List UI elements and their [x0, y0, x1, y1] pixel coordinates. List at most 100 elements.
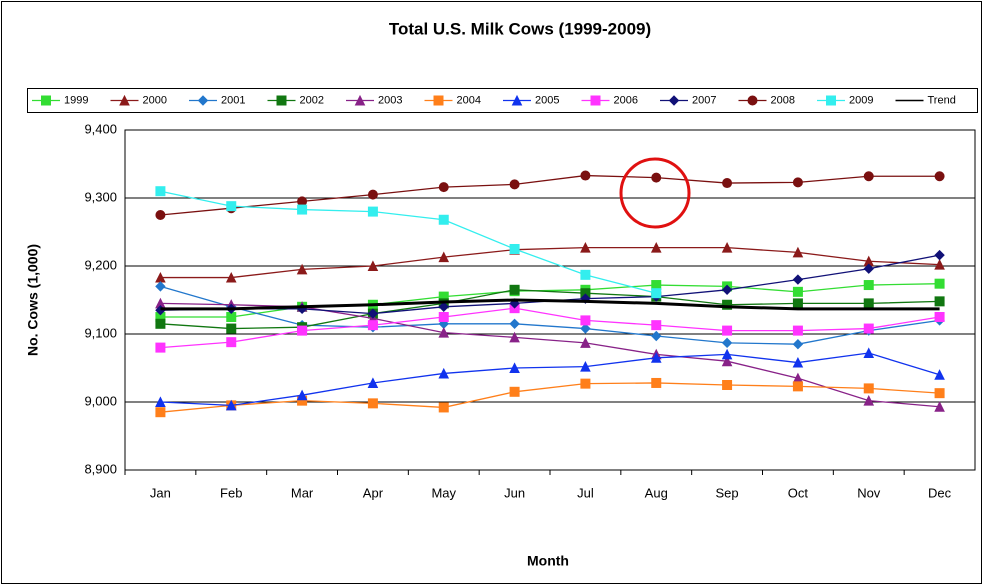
marker	[650, 242, 662, 253]
marker	[668, 95, 680, 106]
legend-label: Trend	[928, 94, 956, 106]
marker	[863, 323, 874, 334]
x-tick-label: Oct	[788, 485, 809, 500]
x-tick-label: Jan	[150, 485, 171, 500]
marker	[367, 320, 378, 331]
series-line	[160, 174, 940, 216]
marker	[934, 401, 945, 412]
marker	[722, 325, 733, 336]
legend-label: 2002	[300, 94, 324, 106]
legend-label: 2005	[535, 94, 559, 106]
marker	[722, 299, 733, 310]
marker	[438, 251, 450, 263]
marker	[367, 206, 378, 217]
legend-label: 2008	[771, 94, 795, 106]
marker	[792, 246, 804, 258]
marker	[354, 94, 366, 106]
x-tick-label: Aug	[645, 485, 668, 500]
y-tick-label: 9,300	[84, 189, 117, 204]
marker	[934, 296, 945, 307]
marker	[438, 367, 450, 379]
marker	[367, 260, 379, 271]
marker	[580, 170, 591, 181]
marker	[863, 171, 874, 182]
marker	[226, 337, 237, 348]
y-tick-label: 9,000	[84, 393, 117, 408]
marker	[722, 178, 733, 189]
marker	[367, 377, 379, 388]
x-tick-label: Mar	[291, 485, 314, 500]
marker	[580, 323, 591, 334]
marker	[226, 201, 237, 212]
marker	[580, 315, 591, 326]
marker	[792, 274, 804, 285]
legend-label: 1999	[64, 94, 88, 106]
marker	[792, 177, 803, 188]
marker	[651, 377, 662, 388]
marker	[651, 172, 662, 183]
marker	[367, 189, 378, 200]
marker	[509, 244, 520, 254]
series-line	[160, 190, 657, 294]
marker	[276, 95, 287, 106]
marker	[509, 318, 520, 330]
marker	[580, 361, 591, 372]
marker	[792, 325, 803, 336]
marker	[863, 383, 874, 394]
marker	[863, 395, 875, 406]
marker	[934, 171, 945, 182]
y-tick-label: 9,200	[84, 257, 117, 272]
marker	[863, 280, 874, 291]
chart-title: Total U.S. Milk Cows (1999-2009)	[389, 19, 651, 38]
marker	[934, 259, 945, 270]
marker	[650, 352, 662, 363]
marker	[438, 182, 449, 193]
x-tick-label: Feb	[220, 485, 242, 500]
marker	[509, 331, 520, 343]
series-line	[160, 289, 940, 330]
marker	[155, 318, 166, 329]
marker	[722, 380, 733, 390]
marker	[155, 342, 166, 353]
marker	[826, 95, 836, 106]
marker	[934, 249, 945, 261]
marker	[155, 407, 166, 418]
marker	[792, 356, 804, 368]
marker	[792, 381, 803, 392]
legend-label: 2007	[692, 94, 716, 106]
marker	[296, 389, 308, 401]
series-line	[160, 246, 940, 279]
marker	[226, 323, 237, 334]
marker	[438, 402, 449, 413]
series-line	[160, 307, 940, 349]
marker	[367, 308, 379, 319]
marker	[721, 284, 733, 296]
marker	[721, 242, 733, 253]
plot-area: 8,900 9,000 9,100 9,200 9,300 9,400 Jan Feb Mar A…	[84, 121, 976, 500]
marker	[509, 179, 520, 190]
marker	[509, 362, 520, 373]
marker	[934, 388, 945, 399]
x-tick-label: May	[431, 485, 456, 500]
marker	[721, 337, 733, 349]
marker	[155, 186, 166, 197]
marker	[934, 312, 945, 322]
legend-label: 2009	[849, 94, 873, 106]
marker	[509, 284, 520, 295]
marker	[792, 298, 803, 309]
x-tick-label: Jul	[577, 485, 594, 500]
marker	[651, 280, 662, 291]
legend-label: 2001	[221, 94, 245, 106]
marker	[863, 263, 874, 274]
marker	[155, 281, 166, 292]
marker	[41, 95, 51, 106]
x-tick-label: Apr	[363, 485, 384, 500]
marker	[296, 263, 308, 275]
x-axis-label: Month	[527, 553, 569, 569]
marker	[511, 94, 523, 106]
y-axis-label: No. Cows (1,000)	[25, 244, 41, 356]
marker	[747, 95, 758, 106]
marker	[651, 320, 662, 331]
marker	[297, 204, 308, 215]
